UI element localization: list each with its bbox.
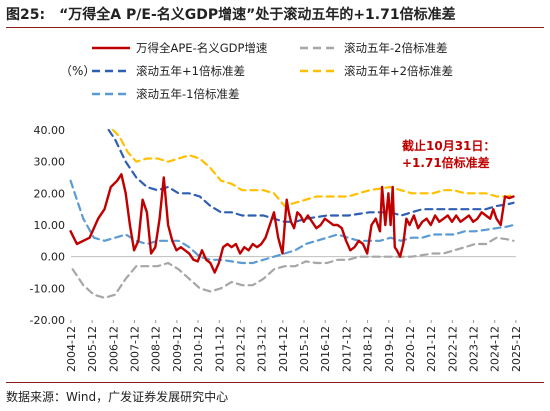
x-tick-label: 2014-12 (277, 326, 290, 372)
figure-title: 图25: “万得全A P/E-名义GDP增速”处于滚动五年的+1.71倍标准差 (6, 4, 456, 24)
legend-item-main: 万得全APE-名义GDP增速 (92, 40, 267, 56)
y-tick-label: 0.00 (41, 251, 66, 264)
x-tick-label: 2015-12 (298, 326, 311, 372)
annotation-line-1: 截止10月31日： (402, 139, 496, 153)
legend-item-minus1: 滚动五年-1倍标准差 (92, 86, 239, 102)
x-tick-label: 2009-12 (171, 326, 184, 372)
legend-label-plus2: 滚动五年+2倍标准差 (344, 64, 453, 78)
title-rule (6, 27, 544, 28)
x-tick-label: 2025-12 (510, 326, 523, 372)
legend-swatch-main (92, 46, 130, 50)
x-tick-label: 2004-12 (65, 326, 78, 372)
legend-item-minus2: 滚动五年-2倍标准差 (300, 40, 447, 56)
x-tick-label: 2010-12 (192, 326, 205, 372)
y-tick-label: 10.00 (34, 219, 66, 232)
x-tick-label: 2016-12 (319, 326, 332, 372)
legend-swatch-plus2 (300, 69, 338, 73)
x-tick-label: 2012-12 (234, 326, 247, 372)
x-tick-label: 2024-12 (489, 326, 502, 372)
legend-label-main: 万得全APE-名义GDP增速 (136, 41, 268, 55)
legend-item-plus1: 滚动五年+1倍标准差 (92, 63, 245, 79)
legend-item-plus2: 滚动五年+2倍标准差 (300, 63, 453, 79)
x-tick-label: 2018-12 (362, 326, 375, 372)
x-tick-label: 2020-12 (404, 326, 417, 372)
y-tick-label: 20.00 (34, 187, 66, 200)
x-tick-label: 2007-12 (129, 326, 142, 372)
x-tick-label: 2021-12 (425, 326, 438, 372)
x-tick-label: 2005-12 (86, 326, 99, 372)
series-line-main (69, 173, 515, 274)
y-tick-label: 40.00 (34, 124, 66, 137)
series-line-plus2 (111, 128, 515, 208)
legend-label-plus1: 滚动五年+1倍标准差 (136, 64, 245, 78)
y-tick-label: 30.00 (34, 156, 66, 169)
legend-label-minus1: 滚动五年-1倍标准差 (136, 87, 240, 101)
chart-annotation: 截止10月31日： +1.71倍标准差 (402, 138, 495, 172)
figure-number: 图25: (6, 7, 46, 23)
figure-title-text: “万得全A P/E-名义GDP增速”处于滚动五年的+1.71倍标准差 (59, 7, 456, 23)
x-tick-label: 2011-12 (213, 326, 226, 372)
legend-label-minus2: 滚动五年-2倍标准差 (344, 41, 448, 55)
x-tick-label: 2022-12 (446, 326, 459, 372)
x-tick-label: 2006-12 (107, 326, 120, 372)
x-tick-label: 2023-12 (468, 326, 481, 372)
y-unit-label: （%） (60, 64, 96, 78)
x-tick-label: 2017-12 (340, 326, 353, 372)
chart-legend: 万得全APE-名义GDP增速 滚动五年-2倍标准差 滚动五年+1倍标准差 滚动五… (0, 0, 550, 120)
source-note: 数据来源：Wind，广发证券发展研究中心 (6, 390, 229, 404)
legend-swatch-plus1 (92, 69, 130, 73)
legend-swatch-minus1 (92, 92, 130, 96)
x-tick-label: 2008-12 (150, 326, 163, 372)
y-tick-label: -20.00 (30, 314, 65, 327)
series-line-minus2 (71, 236, 515, 299)
x-tick-label: 2013-12 (256, 326, 269, 372)
source-rule (6, 382, 544, 383)
x-tick-label: 2019-12 (383, 326, 396, 372)
legend-swatch-minus2 (300, 46, 338, 50)
annotation-line-2: +1.71倍标准差 (402, 156, 490, 170)
y-tick-label: -10.00 (30, 282, 65, 295)
series-line-plus1 (107, 128, 515, 223)
